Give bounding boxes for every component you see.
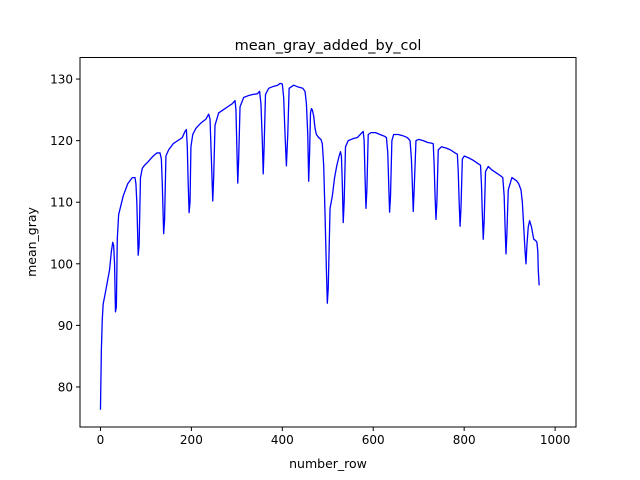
- series-line-0: [99, 82, 540, 410]
- y-tick-label: 90: [58, 319, 73, 333]
- y-tick-label: 130: [50, 73, 73, 87]
- x-axis-label: number_row: [289, 456, 367, 471]
- x-tick-label: 0: [97, 433, 105, 447]
- x-tick-label: 600: [362, 433, 385, 447]
- chart-title: mean_gray_added_by_col: [235, 38, 422, 54]
- y-tick-label: 110: [50, 196, 73, 210]
- y-tick-label: 100: [50, 257, 73, 271]
- y-tick-label: 80: [58, 380, 73, 394]
- plot-area: [99, 82, 540, 410]
- axes-frame: [79, 57, 577, 428]
- y-axis-label: mean_gray: [24, 206, 39, 276]
- x-axis: 0 200 400 600 800 1000: [97, 427, 571, 447]
- x-tick-label: 1000: [540, 433, 571, 447]
- x-tick-label: 800: [453, 433, 476, 447]
- y-axis: 80 90 100 110 120 130: [50, 73, 80, 394]
- x-tick-label: 400: [271, 433, 294, 447]
- y-tick-label: 120: [50, 134, 73, 148]
- x-tick-label: 200: [180, 433, 203, 447]
